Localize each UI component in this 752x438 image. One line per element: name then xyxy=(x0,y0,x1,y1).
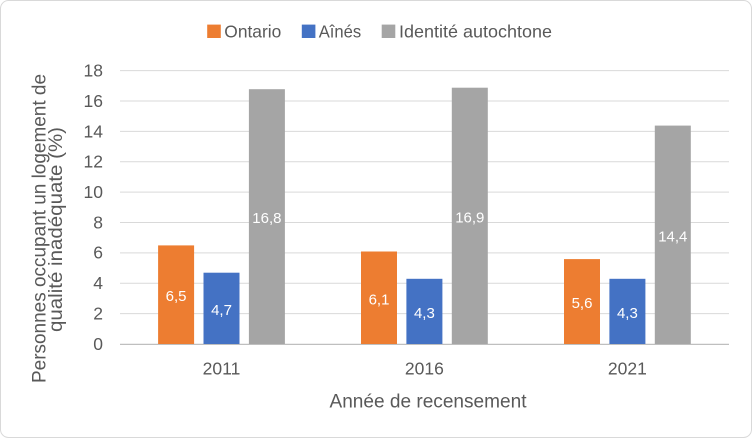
svg-text:Personnes occupant un logement: Personnes occupant un logement de xyxy=(30,74,51,383)
svg-text:16,8: 16,8 xyxy=(252,210,281,227)
svg-text:Année de recensement: Année de recensement xyxy=(330,392,528,413)
svg-text:14,4: 14,4 xyxy=(658,228,687,245)
svg-text:4,3: 4,3 xyxy=(617,305,638,322)
svg-text:2016: 2016 xyxy=(405,359,444,379)
svg-text:14: 14 xyxy=(84,121,104,141)
svg-text:2011: 2011 xyxy=(203,359,241,379)
svg-text:Identité autochtone: Identité autochtone xyxy=(399,22,552,42)
svg-text:4: 4 xyxy=(93,273,103,293)
svg-text:16: 16 xyxy=(84,91,103,111)
svg-text:6,5: 6,5 xyxy=(166,288,187,305)
svg-text:2: 2 xyxy=(93,304,103,324)
svg-text:12: 12 xyxy=(84,152,103,172)
svg-text:16,9: 16,9 xyxy=(455,209,484,226)
svg-text:2021: 2021 xyxy=(608,359,647,379)
svg-text:qualité inadéquate (%): qualité inadéquate (%) xyxy=(46,127,67,332)
svg-text:Aînés: Aînés xyxy=(319,22,362,42)
svg-text:Ontario: Ontario xyxy=(224,22,281,42)
svg-text:6,1: 6,1 xyxy=(369,291,390,308)
svg-text:8: 8 xyxy=(93,212,103,232)
svg-text:18: 18 xyxy=(84,61,103,81)
svg-text:10: 10 xyxy=(84,182,104,202)
svg-text:4,7: 4,7 xyxy=(211,302,232,319)
svg-text:6: 6 xyxy=(93,243,103,263)
svg-text:5,6: 5,6 xyxy=(572,295,593,312)
svg-text:4,3: 4,3 xyxy=(414,305,435,322)
svg-text:0: 0 xyxy=(93,334,103,354)
